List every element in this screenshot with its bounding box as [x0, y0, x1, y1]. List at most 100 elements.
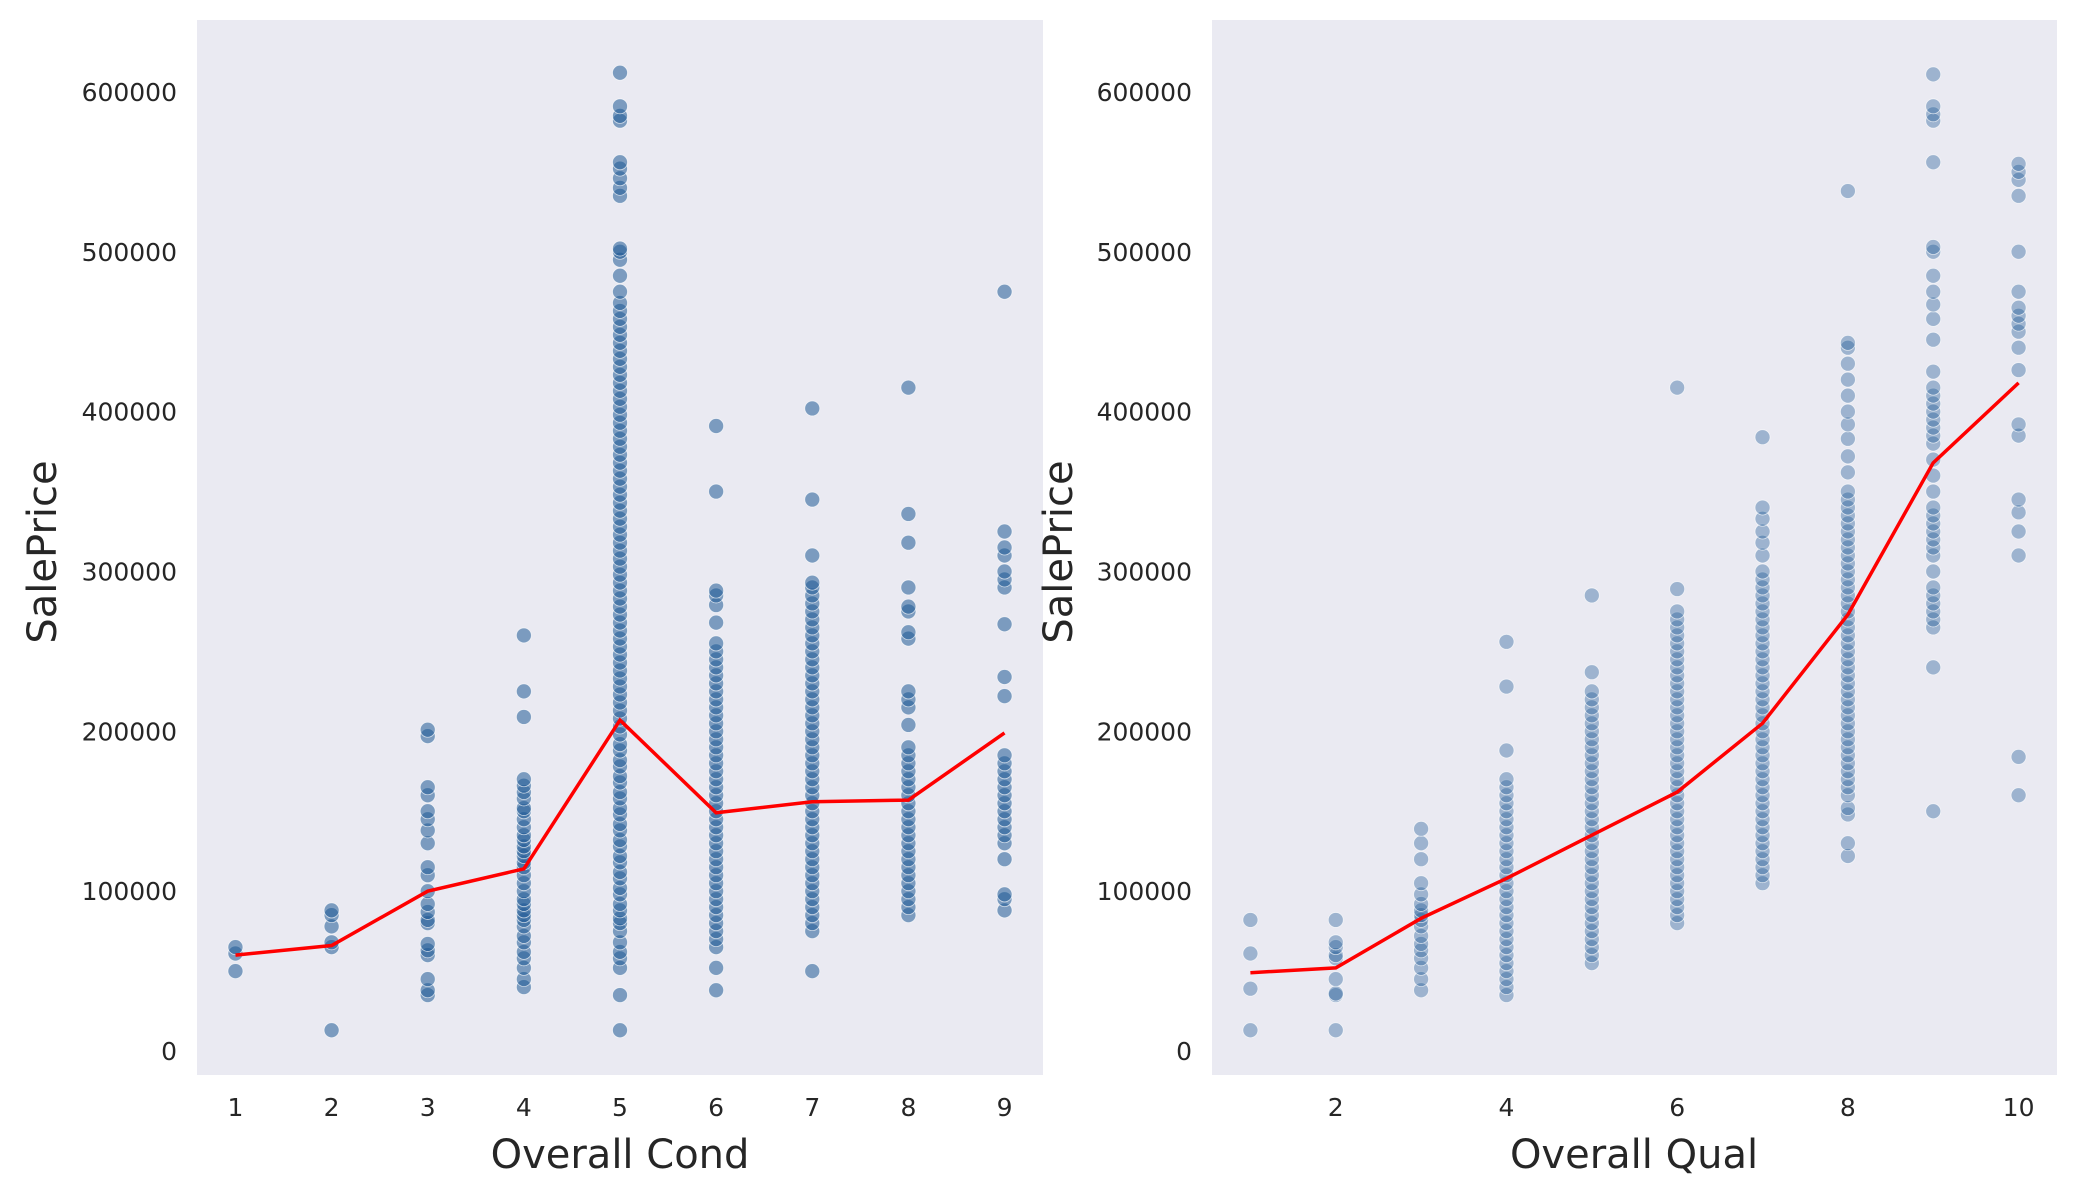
- scatter-point-overall-qual-8-40: [1839, 499, 1856, 516]
- scatter-point-overall-cond-5-95: [612, 154, 628, 171]
- scatter-point-overall-qual-5-0: [1583, 955, 1600, 972]
- scatter-point-overall-qual-8-39: [1839, 507, 1856, 524]
- y-tick-label-overall-cond-4: 400000: [82, 398, 177, 427]
- scatter-point-overall-qual-8-52: [1839, 334, 1856, 351]
- scatter-point-overall-qual-9-6: [1925, 587, 1942, 604]
- scatter-point-overall-qual-5-3: [1583, 931, 1600, 948]
- scatter-point-overall-cond-5-87: [612, 267, 628, 284]
- scatter-point-overall-qual-4-10: [1498, 907, 1515, 924]
- scatter-point-overall-qual-9-19: [1925, 435, 1942, 452]
- scatter-point-overall-qual-9-30: [1925, 296, 1942, 313]
- x-tick-label-overall-cond-2: 3: [420, 1093, 436, 1122]
- scatter-point-overall-cond-5-98: [612, 98, 628, 115]
- scatter-point-overall-qual-6-32: [1669, 659, 1686, 676]
- y-tick-label-overall-qual-1: 100000: [1097, 877, 1192, 906]
- x-tick-label-overall-cond-3: 4: [516, 1093, 532, 1122]
- x-tick-label-overall-cond-4: 5: [612, 1093, 628, 1122]
- scatter-point-overall-cond-7-47: [804, 491, 821, 508]
- x-tick-label-overall-qual-2: 6: [1669, 1093, 1685, 1122]
- scatter-point-overall-qual-6-24: [1669, 723, 1686, 740]
- scatter-point-overall-qual-7-43: [1754, 510, 1771, 527]
- scatter-point-overall-qual-6-30: [1669, 675, 1686, 692]
- scatter-point-overall-qual-3-5: [1413, 936, 1430, 952]
- scatter-point-overall-cond-3-18: [419, 779, 436, 796]
- x-tick-labels-overall-cond: 1 2 3 4 5 6 7 8 9: [228, 1093, 1013, 1122]
- scatter-point-overall-qual-4-29: [1498, 678, 1515, 695]
- scatter-point-overall-cond-8-25: [900, 683, 917, 700]
- scatter-point-overall-qual-4-22: [1498, 811, 1515, 828]
- scatter-point-overall-qual-8-6: [1839, 771, 1856, 788]
- scatter-point-overall-qual-7-33: [1754, 611, 1771, 628]
- scatter-point-overall-cond-3-20: [419, 721, 436, 738]
- scatter-point-overall-cond-7-45: [804, 574, 821, 591]
- scatter-point-overall-qual-9-27: [1925, 363, 1942, 380]
- scatter-point-overall-qual-6-40: [1669, 581, 1686, 597]
- scatter-point-overall-qual-10-13: [2010, 299, 2027, 316]
- scatter-point-overall-qual-9-5: [1925, 595, 1942, 612]
- scatter-point-overall-qual-5-21: [1583, 787, 1600, 804]
- scatter-point-overall-qual-6-2: [1669, 899, 1686, 916]
- x-tick-label-overall-cond-7: 8: [900, 1093, 916, 1122]
- scatter-point-overall-qual-2-5: [1327, 947, 1344, 964]
- scatter-point-overall-qual-8-0: [1839, 848, 1856, 864]
- scatter-point-overall-qual-4-7: [1498, 931, 1515, 948]
- scatter-point-overall-qual-10-8: [2010, 362, 2027, 378]
- scatter-point-overall-cond-5-0: [612, 1022, 628, 1039]
- scatter-point-overall-qual-4-1: [1498, 979, 1515, 995]
- scatter-point-overall-cond-8-27: [900, 624, 917, 641]
- scatter-point-overall-qual-10-11: [2010, 315, 2027, 332]
- scatter-point-overall-qual-10-6: [2010, 427, 2027, 444]
- scatter-point-overall-qual-5-22: [1583, 779, 1600, 796]
- scatter-point-overall-qual-8-7: [1839, 763, 1856, 780]
- scatter-point-overall-qual-10-9: [2010, 339, 2027, 356]
- y-tick-label-overall-cond-3: 300000: [82, 557, 177, 586]
- scatter-point-overall-qual-4-12: [1498, 891, 1515, 908]
- scatter-point-overall-qual-8-25: [1839, 619, 1856, 636]
- scatter-point-overall-qual-4-17: [1498, 851, 1515, 868]
- scatter-point-overall-qual-8-49: [1839, 371, 1856, 388]
- scatter-point-overall-qual-4-28: [1498, 742, 1515, 759]
- scatter-point-overall-qual-10-14: [2010, 283, 2027, 300]
- scatter-point-overall-cond-6-0: [708, 982, 725, 999]
- scatter-point-overall-qual-3-1: [1413, 971, 1430, 987]
- scatter-point-overall-qual-8-48: [1839, 387, 1856, 404]
- scatter-point-overall-qual-7-39: [1754, 563, 1771, 580]
- scatter-point-overall-qual-6-33: [1669, 651, 1686, 668]
- scatter-point-overall-qual-7-1: [1754, 867, 1771, 884]
- scatter-point-overall-qual-6-11: [1669, 827, 1686, 844]
- y-axis-label-overall-cond: SalePrice: [20, 460, 66, 643]
- scatter-point-overall-cond-9-2: [996, 886, 1013, 903]
- scatter-point-overall-cond-3-16: [419, 803, 436, 820]
- scatter-point-overall-qual-6-4: [1669, 883, 1686, 900]
- scatter-point-overall-cond-5-90: [612, 240, 628, 257]
- scatter-point-overall-qual-5-28: [1583, 731, 1600, 748]
- scatter-point-overall-qual-7-29: [1754, 643, 1771, 660]
- scatter-point-overall-qual-3-6: [1413, 928, 1430, 944]
- scatter-point-overall-qual-9-23: [1925, 403, 1942, 420]
- scatter-point-overall-qual-5-1: [1583, 947, 1600, 964]
- scatter-point-overall-qual-8-34: [1839, 547, 1856, 564]
- scatter-point-overall-qual-8-36: [1839, 531, 1856, 548]
- scatter-point-overall-qual-6-20: [1669, 755, 1686, 772]
- scatter-point-overall-qual-9-12: [1925, 523, 1942, 540]
- scatter-point-overall-qual-6-29: [1669, 683, 1686, 700]
- scatter-point-overall-qual-6-23: [1669, 731, 1686, 748]
- scatter-point-overall-qual-9-35: [1925, 154, 1942, 171]
- scatter-point-overall-qual-8-41: [1839, 491, 1856, 508]
- x-tick-label-overall-qual-4: 10: [2003, 1093, 2035, 1122]
- x-tick-label-overall-cond-1: 2: [324, 1093, 340, 1122]
- x-tick-labels-overall-qual: 2 4 6 8 10: [1328, 1093, 2035, 1122]
- scatter-point-overall-qual-4-3: [1498, 963, 1515, 979]
- scatter-point-overall-qual-8-50: [1839, 355, 1856, 372]
- scatter-point-overall-qual-8-29: [1839, 587, 1856, 604]
- scatter-point-overall-qual-2-6: [1327, 939, 1344, 956]
- scatter-point-overall-qual-9-4: [1925, 603, 1942, 620]
- scatter-point-overall-cond-6-44: [708, 582, 725, 599]
- scatter-point-overall-qual-4-6: [1498, 939, 1515, 956]
- scatter-point-overall-qual-8-21: [1839, 651, 1856, 668]
- scatter-point-overall-qual-5-19: [1583, 803, 1600, 820]
- scatter-point-overall-qual-7-11: [1754, 787, 1771, 804]
- scatter-point-overall-qual-9-20: [1925, 427, 1942, 444]
- x-tick-label-overall-cond-6: 7: [804, 1093, 820, 1122]
